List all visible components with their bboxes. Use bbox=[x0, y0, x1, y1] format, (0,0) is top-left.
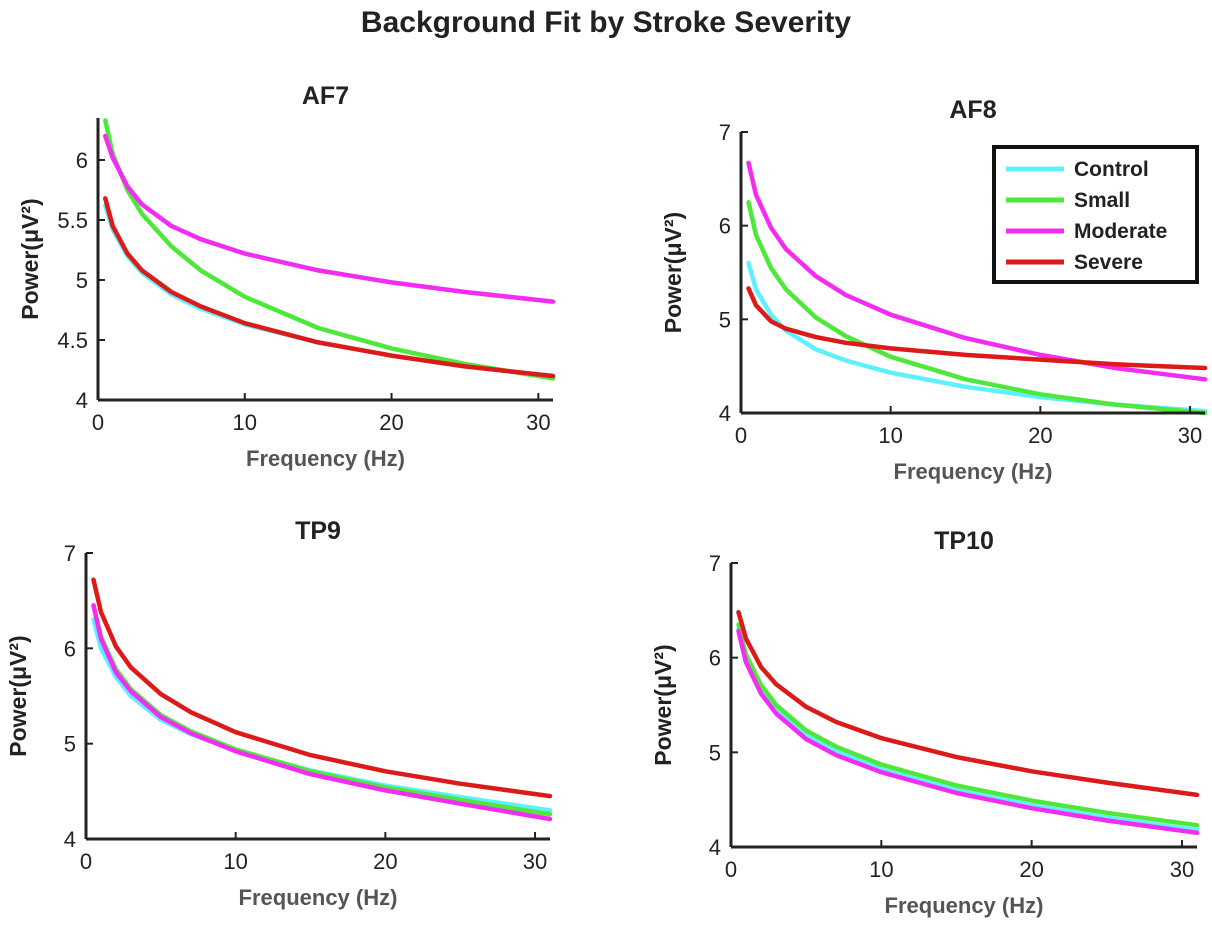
x-axis-label: Frequency (Hz) bbox=[246, 446, 405, 471]
y-tick-label: 4.5 bbox=[57, 328, 88, 353]
y-tick-label: 5 bbox=[76, 268, 88, 293]
x-tick-label: 10 bbox=[869, 857, 893, 882]
x-tick-label: 30 bbox=[523, 849, 547, 874]
series-line-moderate bbox=[736, 628, 1200, 836]
legend-label-severe: Severe bbox=[1074, 251, 1143, 274]
x-tick-label: 0 bbox=[725, 857, 737, 882]
x-tick-label: 20 bbox=[1028, 423, 1052, 448]
y-tick-label: 4 bbox=[709, 835, 721, 860]
y-tick-label: 5.5 bbox=[57, 208, 88, 233]
x-tick-label: 20 bbox=[379, 410, 403, 435]
x-tick-label: 0 bbox=[735, 423, 747, 448]
x-tick-label: 20 bbox=[373, 849, 397, 874]
series-line-moderate bbox=[91, 603, 553, 822]
series-line-small bbox=[746, 200, 1208, 416]
x-axis-label: Frequency (Hz) bbox=[239, 885, 398, 910]
x-tick-label: 10 bbox=[233, 410, 257, 435]
panel-af7: AF7 4 4.5 5 5.5 6 0 10 20 30 Frequency (Hz) Power(μ… bbox=[17, 82, 556, 471]
x-tick-label: 10 bbox=[878, 423, 902, 448]
y-tick-label: 4 bbox=[719, 401, 731, 426]
x-tick-label: 0 bbox=[80, 849, 92, 874]
x-tick-label: 0 bbox=[92, 410, 104, 435]
series-line-severe bbox=[103, 196, 556, 379]
panel-tp10: TP10 4 5 6 7 0 10 20 30 Frequency (Hz) Power(μV²) bbox=[650, 527, 1200, 918]
x-axis-label: Frequency (Hz) bbox=[885, 893, 1044, 918]
panel-title: TP9 bbox=[295, 517, 341, 545]
y-axis-label: Power(μV²) bbox=[17, 198, 43, 319]
x-tick-label: 30 bbox=[1178, 423, 1202, 448]
y-tick-label: 6 bbox=[709, 646, 721, 671]
legend-label-small: Small bbox=[1074, 189, 1130, 212]
y-tick-label: 7 bbox=[719, 120, 731, 145]
series-line-moderate bbox=[103, 133, 556, 304]
legend-label-moderate: Moderate bbox=[1074, 220, 1167, 243]
series-line-severe bbox=[91, 577, 553, 799]
y-tick-label: 6 bbox=[719, 214, 731, 239]
panel-tp9: TP9 4 5 6 7 0 10 20 30 Frequency (Hz) Power(μV²) bbox=[5, 517, 553, 910]
legend: Control Small Moderate Severe bbox=[992, 145, 1199, 284]
y-tick-label: 7 bbox=[709, 551, 721, 576]
series-line-small bbox=[103, 118, 556, 381]
y-axis-label: Power(μV²) bbox=[5, 635, 31, 756]
x-tick-label: 30 bbox=[526, 410, 550, 435]
y-tick-label: 5 bbox=[709, 740, 721, 765]
y-tick-label: 7 bbox=[64, 541, 76, 566]
y-tick-label: 4 bbox=[64, 827, 76, 852]
y-tick-label: 5 bbox=[719, 307, 731, 332]
y-tick-label: 6 bbox=[64, 636, 76, 661]
x-axis-label: Frequency (Hz) bbox=[894, 459, 1053, 484]
y-tick-label: 4 bbox=[76, 388, 88, 413]
panel-title: AF7 bbox=[302, 82, 349, 110]
y-axis-label: Power(μV²) bbox=[650, 644, 676, 765]
legend-label-control: Control bbox=[1074, 158, 1149, 181]
x-tick-label: 30 bbox=[1170, 857, 1194, 882]
panel-af8: AF8 4 5 6 7 0 10 20 30 Frequency (Hz) Power(μV²) bbox=[660, 96, 1208, 484]
series-line-severe bbox=[746, 286, 1208, 371]
x-tick-label: 10 bbox=[223, 849, 247, 874]
figure-title: Background Fit by Stroke Severity bbox=[360, 6, 852, 39]
x-tick-label: 20 bbox=[1019, 857, 1043, 882]
panel-title: TP10 bbox=[934, 527, 994, 555]
series-line-small bbox=[736, 622, 1200, 828]
y-tick-label: 6 bbox=[76, 148, 88, 173]
series-line-small bbox=[91, 603, 553, 817]
series-line-severe bbox=[736, 609, 1200, 798]
y-tick-label: 5 bbox=[64, 732, 76, 757]
y-axis-label: Power(μV²) bbox=[660, 212, 686, 333]
panel-title: AF8 bbox=[949, 96, 996, 124]
